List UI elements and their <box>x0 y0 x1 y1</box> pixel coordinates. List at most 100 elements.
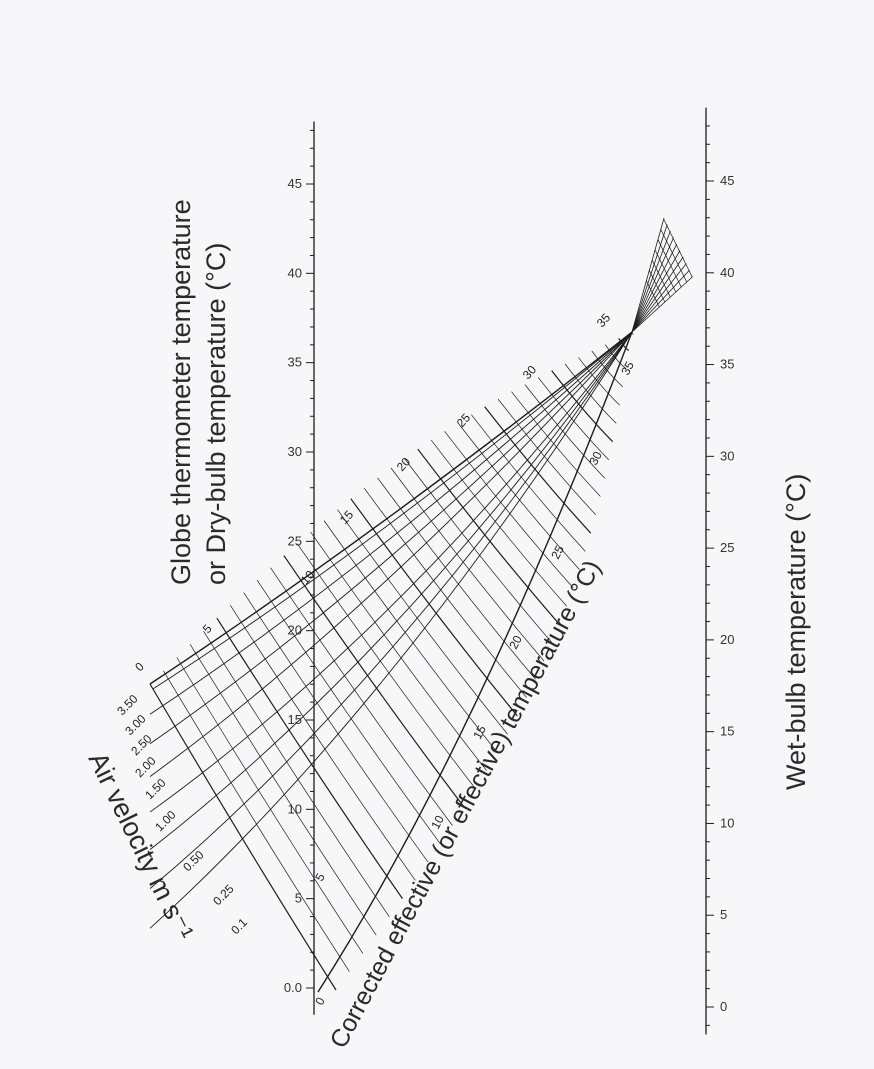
right-axis-tick-label: 30 <box>720 448 734 463</box>
effective-temperature-upper-label: 35 <box>594 310 614 330</box>
air-velocity-curve-extension <box>631 243 678 333</box>
air-velocity-curve-extension <box>631 269 690 333</box>
effective-temperature-line <box>256 579 441 844</box>
effective-temperature-line <box>310 531 487 771</box>
effective-temperature-line <box>538 377 610 461</box>
effective-temperature-line <box>578 357 620 406</box>
effective-temperature-line <box>471 414 586 552</box>
right-axis-tick-label: 20 <box>720 632 734 647</box>
effective-temperature-line <box>591 350 624 388</box>
effective-temperature-line <box>270 567 453 826</box>
air-velocity-curve-extension <box>631 230 671 333</box>
effective-temperature-line <box>176 657 364 954</box>
effective-temperature-line-extension <box>657 239 682 288</box>
effective-temperature-line <box>551 370 614 443</box>
effective-temperature-line <box>444 431 574 589</box>
left-axis-tick-label: 40 <box>288 265 302 280</box>
air-velocity-curve <box>149 331 633 850</box>
effective-temperature-line <box>618 337 630 351</box>
air-velocity-curve <box>153 331 633 689</box>
effective-temperature-lower-label: 30 <box>586 449 605 468</box>
nomogram-grid <box>149 217 694 993</box>
air-velocity-curve <box>149 331 633 685</box>
left-axis-tick-label: 10 <box>288 801 302 816</box>
air-velocity-label: 0.1 <box>228 915 250 937</box>
effective-temperature-line-extension <box>648 270 666 303</box>
effective-temperature-line <box>404 458 553 643</box>
effective-temperature-lower-label: 15 <box>470 723 489 742</box>
effective-temperature-line <box>189 644 377 936</box>
right-axis-tick-label: 15 <box>720 724 734 739</box>
air-velocity-curve <box>317 331 633 993</box>
air-velocity-curve <box>149 331 633 715</box>
effective-temperature-line <box>604 344 627 369</box>
effective-temperature-line <box>631 331 634 335</box>
air-velocity-curve <box>149 331 633 889</box>
left-axis-tick-label: 15 <box>288 712 302 727</box>
effective-temperature-lower-label: 25 <box>548 543 567 562</box>
air-velocity-curve <box>149 331 633 777</box>
effective-temperature-line <box>337 509 508 735</box>
left-axis-tick-label: 35 <box>288 355 302 370</box>
effective-temperature-line <box>524 384 606 479</box>
effective-temperature-line-extension <box>646 280 660 308</box>
effective-temperature-upper-label: 25 <box>454 410 474 430</box>
right-axis-tick-label: 45 <box>720 173 734 188</box>
effective-temperature-lower-label: 35 <box>618 359 637 378</box>
right-axis-tick-label: 0 <box>720 999 727 1014</box>
effective-temperature-upper-label: 30 <box>520 362 540 382</box>
right-axis-tick-label: 10 <box>720 815 734 830</box>
effective-temperature-lower-label: 10 <box>428 813 447 832</box>
left-axis-tick-label: 5 <box>295 891 302 906</box>
effective-temperature-line-extension <box>663 218 693 278</box>
left-axis-tick-label: 25 <box>288 533 302 548</box>
air-velocity-label: 1.50 <box>142 775 169 802</box>
effective-temperature-line <box>296 543 476 790</box>
effective-temperature-line-extension <box>651 260 671 298</box>
right-axis-tick-label: 35 <box>720 357 734 372</box>
left-axis-tick-label: 45 <box>288 176 302 191</box>
air-velocity-label: 0.25 <box>210 881 237 908</box>
left-axis-title-line2: or Dry-bulb temperature (°C) <box>201 243 231 585</box>
effective-temperature-lower-label: 20 <box>506 633 525 652</box>
effective-temperature-line <box>377 477 536 680</box>
effective-temperature-line <box>511 391 601 497</box>
effective-temperature-line <box>417 448 560 625</box>
globe-temperature-axis: 0.0 5 10 15 20 25 30 35 40 45 <box>284 121 315 1015</box>
effective-temperature-line <box>323 520 498 753</box>
effective-temperature-line <box>564 363 617 424</box>
right-axis-tick-label: 5 <box>720 907 727 922</box>
left-axis-title-line1: Globe thermometer temperature <box>166 199 196 585</box>
effective-temperature-upper-label: 20 <box>394 454 414 474</box>
air-velocity-curve-extension <box>631 256 684 333</box>
air-velocity-curve-extension <box>631 224 668 333</box>
effective-temperature-line <box>203 631 390 918</box>
air-velocity-label: 0.50 <box>180 847 207 874</box>
effective-temperature-line <box>216 617 403 899</box>
effective-temperature-upper-label: 5 <box>200 621 215 636</box>
effective-temperature-line <box>430 439 567 607</box>
right-axis-tick-label: 40 <box>720 265 734 280</box>
right-axis-title: Wet-bulb temperature (°C) <box>781 474 811 790</box>
left-axis-tick-label: 20 <box>288 623 302 638</box>
effective-temperature-line <box>350 498 518 717</box>
effective-temperature-line <box>363 487 527 698</box>
air-velocity-curve-extension <box>631 237 674 333</box>
effective-temperature-line <box>163 670 350 972</box>
air-velocity-label: 0 <box>132 659 147 674</box>
effective-temperature-line <box>484 406 592 534</box>
left-axis-tick-label: 30 <box>288 444 302 459</box>
air-velocity-curve-extension <box>631 276 694 333</box>
right-axis-tick-label: 25 <box>720 540 734 555</box>
air-velocity-curve-extension <box>631 263 687 333</box>
effective-temperature-line <box>457 422 580 570</box>
air-velocity-curve-extension <box>631 250 681 333</box>
effective-temperature-line-extension <box>660 229 688 283</box>
air-velocity-curve <box>149 331 633 929</box>
effective-temperature-line <box>283 555 465 808</box>
air-velocity-curve <box>149 331 633 813</box>
effective-temperature-line <box>390 467 545 662</box>
effective-temperature-line <box>230 605 416 881</box>
